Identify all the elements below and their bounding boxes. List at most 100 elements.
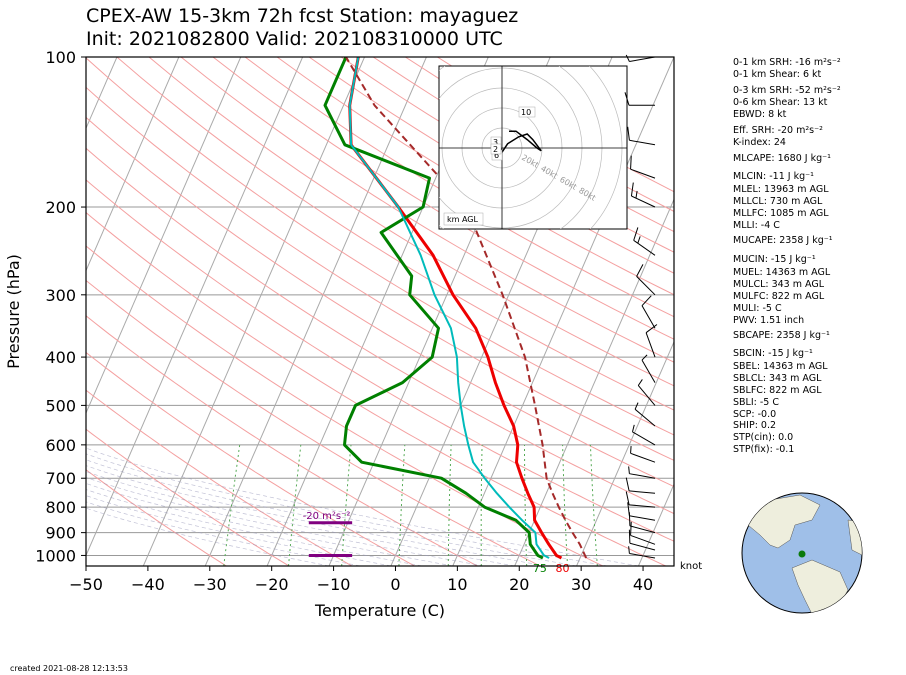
dry-adiabat-line bbox=[86, 86, 674, 461]
wind-barb bbox=[633, 227, 656, 256]
y-tick-label: 400 bbox=[45, 348, 76, 367]
mixing-ratio-line bbox=[562, 444, 568, 566]
y-tick-label: 100 bbox=[45, 48, 76, 67]
hodograph-height-box bbox=[490, 143, 502, 155]
index-line: SBLCL: 343 m AGL bbox=[733, 373, 822, 384]
plot-frame bbox=[85, 56, 675, 567]
wind-barb bbox=[628, 466, 656, 479]
index-line: MULFC: 822 m AGL bbox=[733, 291, 825, 302]
wind-barb bbox=[631, 424, 656, 446]
y-tick-label: 1000 bbox=[35, 546, 76, 565]
moist-adiabat-line bbox=[86, 447, 639, 566]
isotherm-line bbox=[86, 57, 304, 557]
index-line: MUEL: 14363 m AGL bbox=[733, 267, 831, 278]
wind-barb bbox=[634, 402, 656, 427]
virtual-temperature-profile bbox=[348, 57, 550, 559]
index-line: PWV: 1.51 inch bbox=[733, 315, 805, 326]
wind-barb bbox=[641, 295, 656, 329]
x-tick-label: −20 bbox=[255, 575, 289, 594]
x-tick-label: 0 bbox=[390, 575, 400, 594]
dry-adiabat-line bbox=[86, 57, 674, 436]
wind-barb bbox=[624, 92, 655, 106]
index-line: MULI: -5 C bbox=[733, 303, 782, 314]
dry-adiabat-line bbox=[86, 428, 290, 566]
isotherm-line bbox=[514, 198, 674, 566]
index-line: MLEL: 13963 m AGL bbox=[733, 184, 829, 195]
wind-barb bbox=[636, 264, 656, 296]
index-line: MUCAPE: 2358 J kg⁻¹ bbox=[733, 235, 833, 246]
srh-label: -20 m²s⁻² bbox=[303, 511, 351, 522]
index-line: MLCIN: -11 J kg⁻¹ bbox=[733, 171, 814, 182]
wind-barb bbox=[628, 529, 656, 551]
wind-barb bbox=[630, 155, 656, 179]
chart-title: CPEX-AW 15-3km 72h fcst Station: mayague… bbox=[86, 5, 519, 27]
index-line: Eff. SRH: -20 m²s⁻² bbox=[733, 125, 823, 136]
index-line: SBCAPE: 2358 J kg⁻¹ bbox=[733, 330, 830, 341]
hodograph-height-label: 2 bbox=[493, 145, 498, 154]
isotherm-line bbox=[142, 57, 365, 566]
mixing-ratio-line bbox=[288, 444, 302, 566]
index-line: MLLI: -4 C bbox=[733, 220, 780, 231]
dry-adiabat-line bbox=[86, 116, 674, 488]
isotherm-line bbox=[86, 57, 180, 272]
dry-adiabat-line bbox=[86, 351, 415, 566]
y-tick-label: 200 bbox=[45, 198, 76, 217]
moist-adiabat-line bbox=[86, 507, 330, 566]
mixing-ratio-line bbox=[447, 444, 452, 566]
index-line: 0-1 km SRH: -16 m²s⁻² bbox=[733, 57, 841, 68]
isotherm-line bbox=[204, 57, 427, 566]
hodograph-footer-box bbox=[443, 212, 484, 226]
dry-adiabat-line bbox=[308, 57, 674, 274]
hodograph-footer: km AGL bbox=[447, 215, 479, 224]
dry-adiabat-line bbox=[244, 57, 674, 318]
x-tick-label: −30 bbox=[193, 575, 227, 594]
index-line: K-index: 24 bbox=[733, 137, 786, 148]
mixing-ratio-line bbox=[524, 444, 528, 566]
wind-barb bbox=[641, 354, 656, 383]
wind-barb bbox=[630, 446, 656, 463]
location-globe bbox=[741, 492, 863, 614]
barb-unit-label: knot bbox=[680, 561, 702, 572]
index-line: SBCIN: -15 J kg⁻¹ bbox=[733, 348, 813, 359]
mixing-ratio-line bbox=[341, 444, 352, 566]
moist-adiabat-line bbox=[86, 459, 577, 566]
hodograph-height-label: 6 bbox=[494, 151, 499, 160]
y-tick-label: 900 bbox=[45, 524, 76, 543]
station-marker bbox=[798, 550, 806, 558]
dry-adiabat-line bbox=[276, 57, 674, 296]
wind-barb bbox=[627, 126, 656, 146]
index-line: STP(cin): 0.0 bbox=[733, 432, 794, 443]
index-line: STP(fix): -0.1 bbox=[733, 444, 795, 455]
index-line: MLLCL: 730 m AGL bbox=[733, 196, 823, 207]
hodograph-height-box bbox=[518, 106, 536, 118]
index-line: SHIP: 0.2 bbox=[733, 420, 777, 431]
index-line: MUCIN: -15 J kg⁻¹ bbox=[733, 254, 816, 265]
x-axis-label: Temperature (C) bbox=[314, 601, 445, 620]
dry-adiabat-line bbox=[86, 211, 666, 566]
x-tick-label: 20 bbox=[509, 575, 529, 594]
y-tick-label: 300 bbox=[45, 286, 76, 305]
moist-adiabat-line bbox=[86, 471, 515, 566]
temperature-profile bbox=[348, 57, 563, 560]
index-line: SBLFC: 822 m AGL bbox=[733, 385, 822, 396]
dry-adiabat-line bbox=[212, 57, 674, 340]
hodograph-height-label: 10 bbox=[521, 108, 531, 117]
wind-barb bbox=[628, 546, 656, 559]
y-axis-label: Pressure (hPa) bbox=[4, 254, 23, 369]
mixing-ratio-line bbox=[589, 444, 598, 566]
index-line: MLLFC: 1085 m AGL bbox=[733, 208, 829, 219]
wind-barb bbox=[630, 182, 656, 208]
mixing-ratio-line bbox=[223, 444, 241, 566]
index-line: 0-1 km Shear: 6 kt bbox=[733, 69, 822, 80]
x-tick-label: −40 bbox=[131, 575, 165, 594]
surface-temp-label: 80 bbox=[555, 562, 569, 575]
isotherm-line bbox=[576, 340, 674, 566]
dry-adiabat-line bbox=[86, 245, 604, 566]
x-tick-label: 30 bbox=[571, 575, 591, 594]
y-tick-label: 600 bbox=[45, 436, 76, 455]
moist-adiabat-line bbox=[86, 453, 608, 566]
hodograph-inset bbox=[438, 65, 628, 230]
dry-adiabat-line bbox=[86, 469, 227, 566]
surface-dewpoint-label: 75 bbox=[533, 562, 547, 575]
